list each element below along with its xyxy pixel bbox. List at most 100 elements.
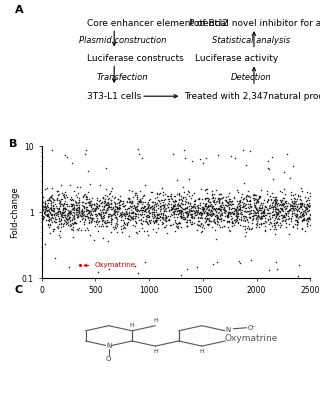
- Point: [157, 211, 162, 217]
- Text: Luciferase activity: Luciferase activity: [195, 54, 278, 63]
- Point: [180, 196, 185, 203]
- Point: [272, 216, 277, 223]
- Point: [98, 210, 103, 217]
- Point: [104, 202, 109, 208]
- Point: [203, 218, 208, 224]
- Point: [273, 206, 278, 212]
- Point: [265, 217, 270, 224]
- Point: [231, 210, 236, 216]
- Point: [132, 222, 137, 229]
- Point: [307, 216, 312, 222]
- Point: [250, 192, 255, 198]
- Point: [259, 209, 264, 216]
- Point: [152, 213, 157, 220]
- Point: [185, 223, 190, 230]
- Point: [242, 215, 247, 222]
- Point: [262, 213, 267, 219]
- Point: [90, 200, 95, 207]
- Point: [281, 216, 286, 223]
- Point: [100, 223, 106, 229]
- Point: [83, 151, 88, 158]
- Point: [83, 206, 88, 212]
- Point: [307, 202, 312, 208]
- Point: [272, 202, 277, 208]
- Point: [106, 191, 111, 197]
- Point: [161, 207, 166, 214]
- Point: [74, 184, 79, 190]
- Point: [82, 221, 87, 227]
- Point: [200, 204, 205, 210]
- Point: [118, 198, 123, 204]
- Point: [100, 202, 105, 209]
- Point: [237, 199, 243, 205]
- Point: [198, 221, 204, 228]
- Point: [206, 214, 211, 221]
- Point: [169, 196, 174, 203]
- Point: [224, 212, 229, 218]
- Point: [66, 209, 71, 216]
- Point: [274, 196, 279, 202]
- Point: [76, 208, 82, 215]
- Point: [206, 197, 211, 204]
- Point: [274, 212, 279, 218]
- Point: [215, 214, 220, 220]
- Point: [79, 226, 84, 233]
- Point: [283, 217, 288, 224]
- Point: [247, 201, 252, 207]
- Point: [52, 218, 57, 225]
- Point: [225, 193, 230, 200]
- Point: [206, 211, 211, 218]
- Point: [121, 200, 126, 206]
- Point: [206, 203, 212, 210]
- Point: [51, 197, 56, 203]
- Point: [198, 212, 203, 218]
- Point: [100, 213, 105, 220]
- Point: [210, 194, 215, 201]
- Point: [304, 216, 309, 223]
- Point: [60, 190, 65, 196]
- Point: [55, 213, 60, 219]
- Point: [106, 200, 111, 206]
- Point: [179, 211, 184, 217]
- Point: [274, 214, 279, 220]
- Point: [268, 218, 273, 225]
- Point: [155, 197, 160, 204]
- Point: [174, 214, 179, 220]
- Point: [289, 216, 294, 222]
- Point: [135, 200, 140, 207]
- Point: [217, 195, 222, 201]
- Point: [69, 196, 75, 202]
- Point: [172, 228, 178, 235]
- Point: [89, 210, 94, 216]
- Point: [119, 211, 124, 218]
- Point: [229, 201, 235, 208]
- Point: [273, 194, 278, 200]
- Point: [119, 209, 124, 215]
- Point: [107, 212, 112, 219]
- Point: [154, 209, 159, 215]
- Point: [46, 211, 51, 217]
- Point: [291, 222, 296, 229]
- Point: [125, 194, 130, 201]
- Point: [162, 197, 167, 204]
- Point: [136, 211, 141, 217]
- Point: [214, 214, 220, 220]
- Point: [112, 226, 117, 232]
- Point: [53, 213, 58, 220]
- Point: [44, 205, 49, 212]
- Point: [184, 223, 189, 229]
- Point: [184, 209, 189, 216]
- Point: [144, 205, 149, 211]
- Point: [160, 199, 165, 206]
- Point: [46, 196, 52, 202]
- Point: [169, 206, 174, 212]
- Point: [204, 216, 210, 222]
- Point: [139, 201, 144, 208]
- Point: [171, 208, 176, 215]
- Point: [61, 191, 66, 198]
- Point: [263, 227, 268, 233]
- Point: [183, 215, 188, 221]
- Point: [217, 196, 222, 202]
- Point: [155, 214, 160, 221]
- Point: [124, 222, 129, 228]
